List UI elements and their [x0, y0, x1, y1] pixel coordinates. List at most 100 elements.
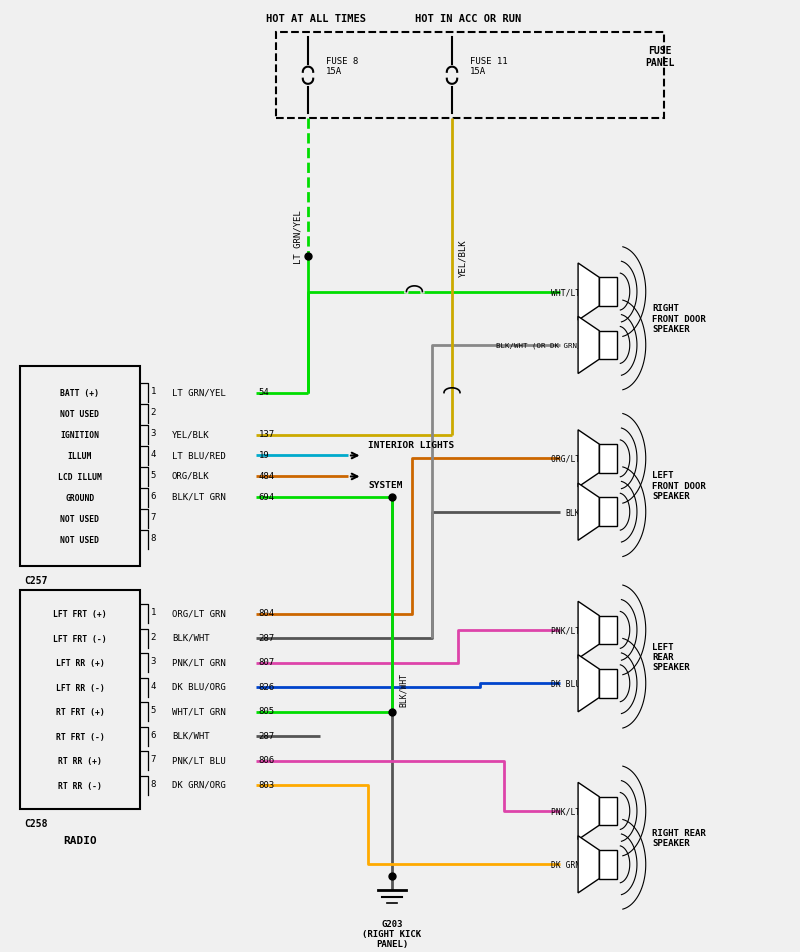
Polygon shape — [578, 264, 599, 321]
Text: 3: 3 — [150, 428, 156, 438]
Polygon shape — [578, 783, 599, 840]
Text: ILLUM: ILLUM — [68, 451, 92, 461]
Text: INTERIOR LIGHTS: INTERIOR LIGHTS — [368, 441, 454, 449]
Bar — [599, 850, 617, 879]
Text: 2: 2 — [150, 407, 156, 417]
Text: PNK/LT BLU: PNK/LT BLU — [551, 806, 600, 816]
Text: 484: 484 — [258, 471, 274, 481]
Text: WHT/LT GRN: WHT/LT GRN — [172, 706, 226, 716]
Text: YEL/BLK: YEL/BLK — [458, 239, 467, 277]
Text: FUSE
PANEL: FUSE PANEL — [646, 46, 674, 69]
Text: LCD ILLUM: LCD ILLUM — [58, 472, 102, 482]
Text: 807: 807 — [258, 658, 274, 666]
Text: LFT FRT (+): LFT FRT (+) — [53, 609, 107, 619]
Text: BATT (+): BATT (+) — [61, 388, 99, 398]
Text: 8: 8 — [150, 779, 156, 788]
Text: 8: 8 — [150, 533, 156, 543]
Text: ORG/LT GRN: ORG/LT GRN — [551, 454, 600, 464]
Text: BLK/WHT: BLK/WHT — [172, 731, 210, 740]
Polygon shape — [578, 602, 599, 659]
Text: 806: 806 — [258, 756, 274, 764]
Text: WHT/LT GRN: WHT/LT GRN — [551, 288, 600, 297]
Bar — [276, 33, 664, 119]
Text: C258: C258 — [24, 819, 47, 828]
Polygon shape — [578, 484, 599, 541]
Text: PNK/LT BLU: PNK/LT BLU — [172, 756, 226, 764]
Text: 7: 7 — [150, 512, 156, 522]
Text: 694: 694 — [258, 492, 274, 502]
Text: BLK/LT GRN: BLK/LT GRN — [172, 492, 226, 502]
Text: RIGHT REAR
SPEAKER: RIGHT REAR SPEAKER — [652, 828, 706, 847]
Text: RT RR (+): RT RR (+) — [58, 757, 102, 765]
Text: NOT USED: NOT USED — [61, 409, 99, 419]
Text: DK GRN/ORG: DK GRN/ORG — [172, 780, 226, 789]
Polygon shape — [578, 317, 599, 374]
Polygon shape — [578, 430, 599, 487]
Bar — [599, 616, 617, 645]
Text: 6: 6 — [150, 491, 156, 501]
Text: PNK/LT GRN: PNK/LT GRN — [172, 658, 226, 666]
Polygon shape — [578, 836, 599, 893]
Text: 5: 5 — [150, 705, 156, 715]
Text: 6: 6 — [150, 730, 156, 739]
Text: IGNITION: IGNITION — [61, 430, 99, 440]
Text: 19: 19 — [258, 450, 269, 460]
Bar — [599, 669, 617, 698]
Text: FUSE 8
15A: FUSE 8 15A — [326, 57, 358, 76]
Text: 54: 54 — [258, 387, 269, 397]
Text: RT FRT (-): RT FRT (-) — [56, 732, 104, 741]
Text: 826: 826 — [258, 682, 274, 691]
Text: 803: 803 — [258, 780, 274, 789]
Text: PNK/LT GRN: PNK/LT GRN — [551, 625, 600, 635]
Text: DK BLU/ORG: DK BLU/ORG — [551, 679, 600, 688]
Text: DK BLU/ORG: DK BLU/ORG — [172, 682, 226, 691]
Text: 287: 287 — [258, 633, 274, 642]
Text: 5: 5 — [150, 470, 156, 480]
Bar — [599, 797, 617, 825]
Text: HOT AT ALL TIMES: HOT AT ALL TIMES — [266, 14, 366, 24]
Text: 4: 4 — [150, 681, 156, 690]
Text: G203
(RIGHT KICK
PANEL): G203 (RIGHT KICK PANEL) — [362, 919, 422, 948]
Text: 3: 3 — [150, 657, 156, 665]
Text: RIGHT
FRONT DOOR
SPEAKER: RIGHT FRONT DOOR SPEAKER — [652, 304, 706, 334]
Text: LFT RR (-): LFT RR (-) — [56, 683, 104, 692]
Text: DK GRN/ORG: DK GRN/ORG — [551, 860, 600, 869]
Polygon shape — [578, 655, 599, 712]
Text: GROUND: GROUND — [66, 493, 94, 503]
Bar — [599, 278, 617, 307]
Text: 2: 2 — [150, 632, 156, 641]
Text: LFT RR (+): LFT RR (+) — [56, 659, 104, 667]
Text: NOT USED: NOT USED — [61, 535, 99, 545]
Text: HOT IN ACC OR RUN: HOT IN ACC OR RUN — [415, 14, 521, 24]
Text: BLK/WHT (OR DK GRN/ORG): BLK/WHT (OR DK GRN/ORG) — [497, 343, 600, 348]
Text: YEL/BLK: YEL/BLK — [172, 429, 210, 439]
Text: LT GRN/YEL: LT GRN/YEL — [293, 210, 302, 264]
Text: LEFT
FRONT DOOR
SPEAKER: LEFT FRONT DOOR SPEAKER — [652, 470, 706, 501]
Text: RADIO: RADIO — [63, 836, 97, 845]
Text: ORG/LT GRN: ORG/LT GRN — [172, 608, 226, 618]
Text: SYSTEM: SYSTEM — [368, 481, 402, 489]
Text: LEFT
REAR
SPEAKER: LEFT REAR SPEAKER — [652, 642, 690, 672]
Text: 7: 7 — [150, 755, 156, 764]
Text: ORG/BLK: ORG/BLK — [172, 471, 210, 481]
Bar — [599, 498, 617, 526]
Text: RT FRT (+): RT FRT (+) — [56, 707, 104, 717]
Text: 287: 287 — [258, 731, 274, 740]
Text: LFT FRT (-): LFT FRT (-) — [53, 634, 107, 643]
Text: 1: 1 — [150, 607, 156, 617]
Text: NOT USED: NOT USED — [61, 514, 99, 524]
Text: LT BLU/RED: LT BLU/RED — [172, 450, 226, 460]
Text: 1: 1 — [150, 387, 156, 396]
Bar — [599, 331, 617, 360]
Text: C257: C257 — [24, 576, 47, 585]
Text: 137: 137 — [258, 429, 274, 439]
Text: 805: 805 — [258, 706, 274, 716]
Text: RT RR (-): RT RR (-) — [58, 781, 102, 790]
Text: LT GRN/YEL: LT GRN/YEL — [172, 387, 226, 397]
Bar — [20, 367, 140, 566]
Text: 4: 4 — [150, 449, 156, 459]
Text: BLK/WHT: BLK/WHT — [172, 633, 210, 642]
Text: 804: 804 — [258, 608, 274, 618]
Bar — [599, 445, 617, 473]
Bar — [20, 590, 140, 809]
